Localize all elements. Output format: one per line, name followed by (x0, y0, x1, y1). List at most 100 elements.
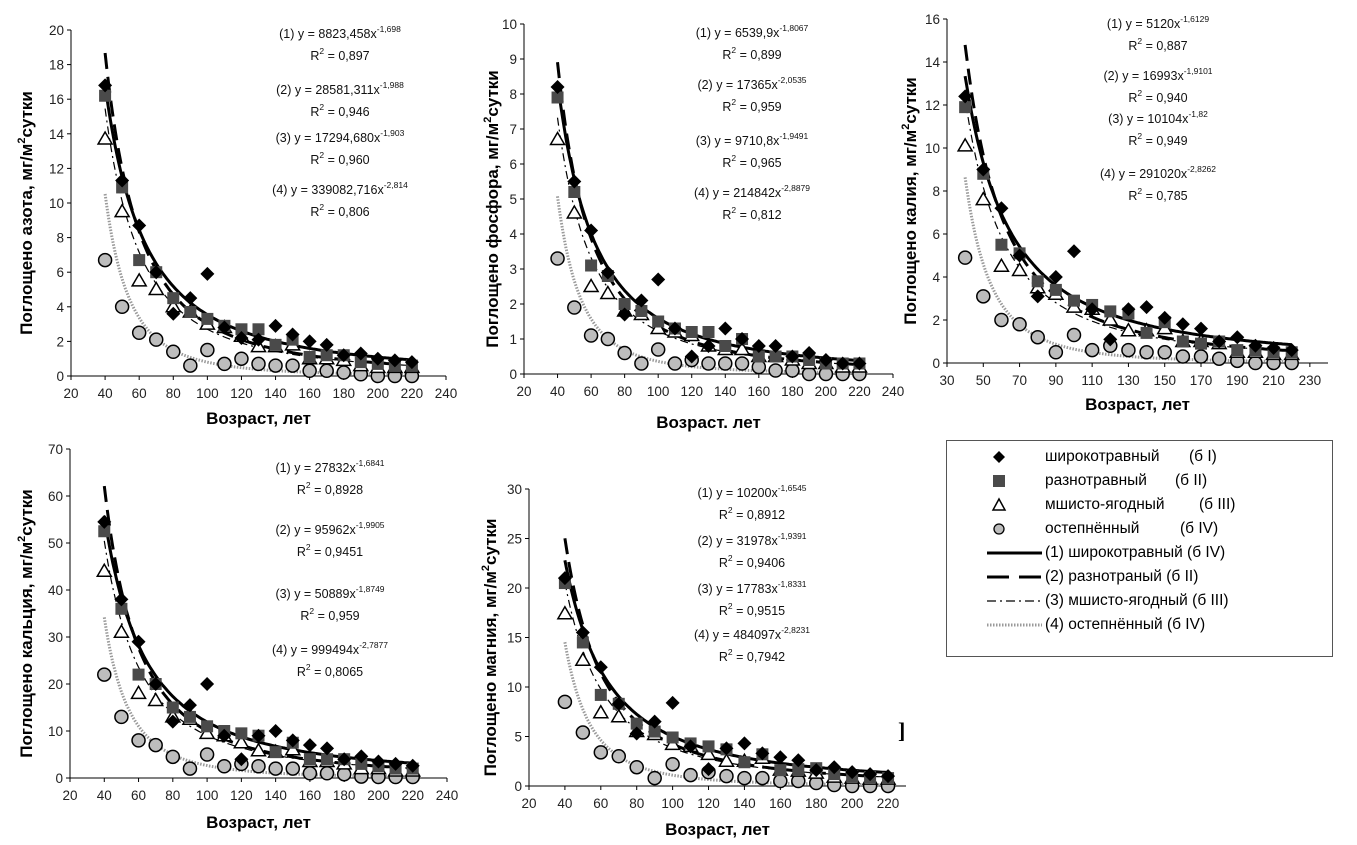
x-tick-label: 40 (97, 788, 112, 803)
data-point-square (235, 323, 248, 336)
y-tick-label: 3 (509, 262, 517, 277)
data-point-triangle (147, 281, 165, 296)
data-point-square (792, 763, 805, 776)
x-tick-label: 190 (1226, 373, 1249, 388)
x-tick-label: 80 (166, 386, 181, 401)
data-point-diamond (182, 698, 197, 713)
dashed-line-icon (987, 575, 1042, 579)
data-point-diamond (809, 763, 824, 778)
data-point-circle (1211, 351, 1227, 366)
r-squared-label: R2 = 0,940 (1128, 88, 1187, 105)
data-point-square (269, 746, 282, 759)
data-point-square (576, 636, 589, 649)
legend-label: (1) широкотравный (б IV) (1045, 544, 1226, 561)
data-point-circle (114, 299, 130, 315)
data-point-triangle (284, 741, 302, 756)
data-point-diamond (387, 353, 402, 368)
data-point-circle (148, 737, 163, 753)
data-point-diamond (251, 728, 266, 743)
x-tick-label: 180 (781, 384, 804, 399)
data-point-diamond (683, 739, 698, 754)
data-point-diamond (1284, 343, 1299, 358)
x-tick-label: 40 (557, 796, 572, 811)
data-point-square (1104, 305, 1117, 318)
x-tick-label: 220 (401, 386, 424, 401)
y-tick-label: 10 (48, 724, 63, 739)
x-tick-label: 180 (333, 788, 356, 803)
data-point-diamond (737, 736, 752, 751)
solid-line-icon (987, 551, 1042, 555)
data-point-triangle (233, 734, 250, 749)
y-tick-label: 4 (56, 300, 64, 315)
data-point-diamond (97, 514, 112, 529)
data-point-diamond (148, 677, 163, 691)
r-squared-label: R2 = 0,7942 (719, 647, 785, 664)
data-point-square (133, 254, 146, 267)
data-point-square (1231, 344, 1244, 357)
data-point-square (1195, 337, 1207, 350)
x-tick-label: 100 (661, 796, 684, 811)
data-point-circle (1030, 329, 1045, 345)
legend-item-line-1: (1) широкотравный (б IV) (947, 541, 1332, 565)
data-point-diamond (1230, 330, 1245, 345)
data-point-circle (199, 747, 215, 762)
data-point-circle (634, 356, 649, 371)
data-point-circle (336, 365, 351, 380)
data-point-circle (234, 351, 249, 366)
data-point-square (167, 292, 180, 305)
data-point-circle (216, 759, 232, 774)
data-point-triangle (974, 191, 992, 206)
x-tick-label: 80 (617, 384, 632, 399)
data-point-circle (611, 749, 627, 764)
r-squared-label: R2 = 0,887 (1128, 36, 1187, 53)
chart-2: 0 1 2 3 4 5 6 7 8 9 10 20 40 60 80 100 120 140 160 180 200 22… (482, 17, 904, 432)
data-point-circle (1084, 342, 1100, 358)
y-axis-label: Поглощено азота, мг/м2сутки (16, 91, 36, 335)
data-point-diamond (994, 201, 1009, 216)
data-point-square (303, 753, 316, 766)
data-point-circle (617, 345, 632, 361)
y-axis-label: Поглощено фосфора, мг/м2сутки (482, 70, 502, 347)
data-point-triangle (566, 204, 583, 219)
data-point-square (648, 725, 661, 738)
data-point-circle (737, 770, 752, 786)
data-point-circle (336, 766, 352, 782)
data-point-diamond (1212, 334, 1227, 349)
data-point-diamond (600, 265, 615, 280)
data-point-triangle (95, 562, 113, 577)
legend-group: (б III) (1199, 496, 1236, 513)
data-point-triangle (599, 285, 617, 300)
y-tick-label: 20 (507, 581, 522, 596)
y-tick-label: 8 (509, 87, 517, 102)
r-squared-label: R2 = 0,960 (310, 150, 369, 167)
trendline-equation: (4) y = 214842x-2,8879 (694, 183, 810, 200)
legend-item-marker-4: остепнённый (б IV) (947, 517, 1332, 541)
trendline-equation: (1) y = 8823,458x-1,698 (279, 24, 401, 41)
y-tick-label: 4 (932, 270, 940, 285)
data-point-diamond (791, 753, 806, 768)
data-point-square (201, 720, 214, 733)
y-axis-label: Поглощено кальция, мг/м2сутки (16, 489, 36, 757)
r-squared-label: R2 = 0,959 (300, 606, 359, 623)
data-point-diamond (388, 756, 403, 771)
data-point-triangle (592, 704, 610, 719)
x-tick-label: 20 (521, 796, 536, 811)
data-point-diamond (881, 769, 896, 784)
data-point-triangle (147, 691, 164, 707)
y-tick-label: 30 (507, 482, 522, 497)
data-point-circle (319, 766, 335, 781)
data-point-diamond (149, 265, 164, 280)
data-point-diamond (958, 89, 973, 104)
x-tick-label: 120 (697, 796, 720, 811)
legend-label: остепнённый (1045, 520, 1140, 537)
data-point-diamond (1175, 317, 1190, 332)
x-tick-label: 200 (367, 788, 390, 803)
y-tick-label: 14 (49, 127, 65, 142)
x-tick-label: 200 (367, 386, 390, 401)
x-tick-label: 60 (584, 384, 599, 399)
data-point-diamond (684, 349, 699, 364)
data-point-circle (567, 300, 582, 315)
data-point-circle (251, 356, 266, 372)
data-point-circle (302, 363, 317, 379)
data-point-diamond (611, 696, 626, 711)
